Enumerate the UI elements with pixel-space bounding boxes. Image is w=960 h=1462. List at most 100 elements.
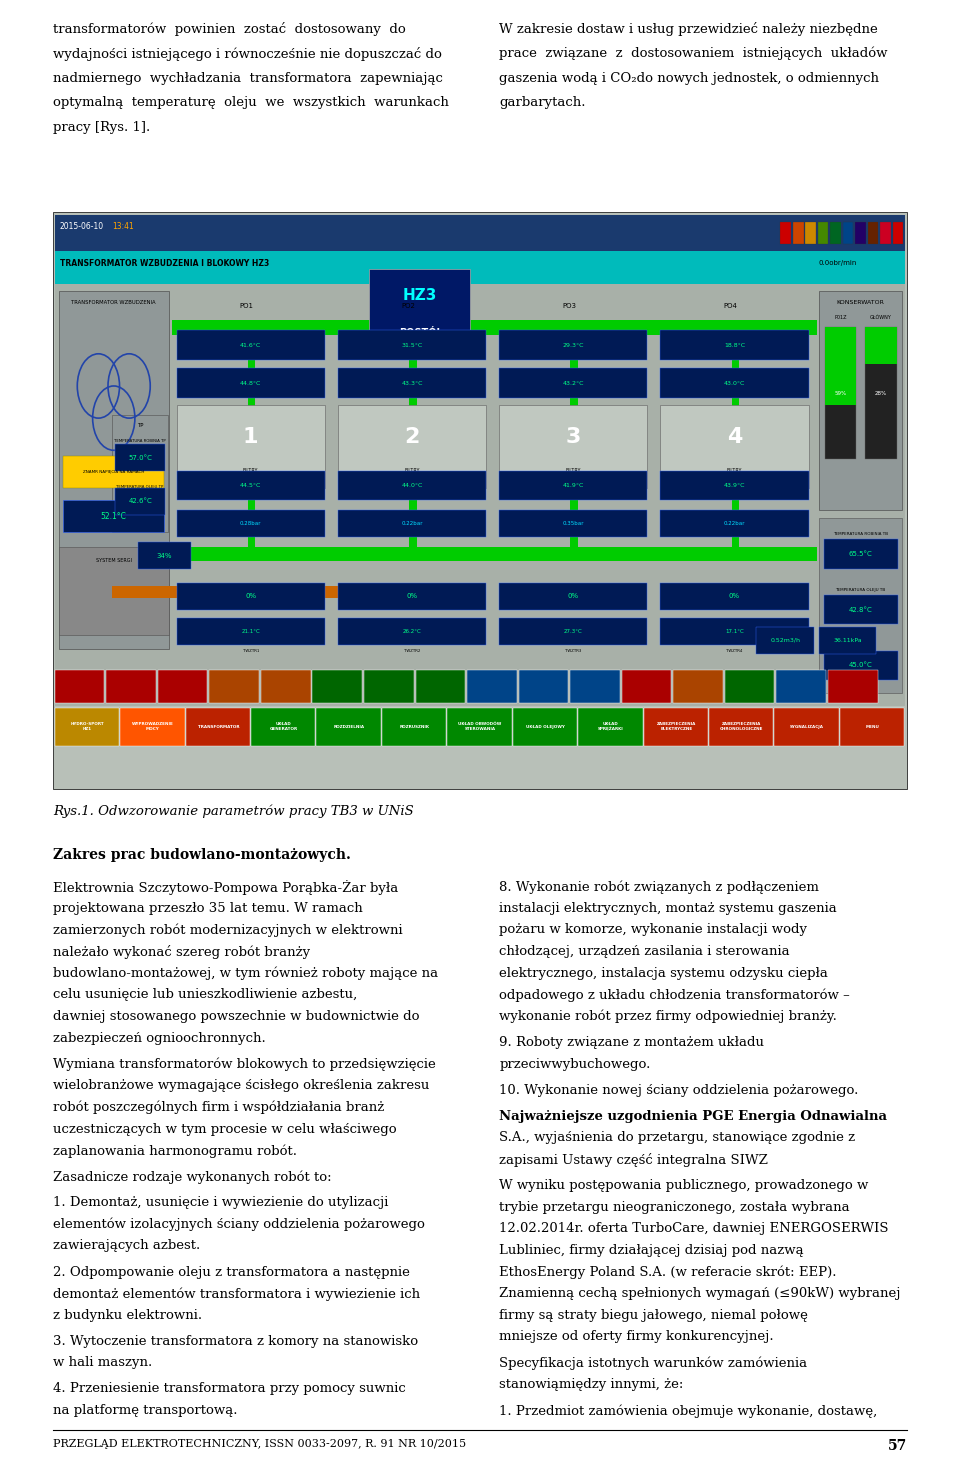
Text: 28%: 28% [875,390,887,396]
Text: TWZTR4: TWZTR4 [727,649,743,654]
Text: PO1: PO1 [240,303,253,308]
Text: Elektrownia Szczytowo-Pompowa Porąbka-Żar była: Elektrownia Szczytowo-Pompowa Porąbka-Ża… [53,880,398,895]
Bar [115,488,165,515]
Bar [107,670,156,703]
Bar [660,471,808,500]
Text: zawierających azbest.: zawierających azbest. [53,1240,200,1253]
Text: UKŁAD OLEJOWY: UKŁAD OLEJOWY [526,725,564,728]
Text: TP: TP [137,423,143,427]
Bar [499,618,647,645]
Text: KONSERWATOR: KONSERWATOR [837,300,884,304]
Bar [338,510,486,537]
Text: 8. Wykonanie robót związanych z podłączeniem: 8. Wykonanie robót związanych z podłącze… [499,880,819,893]
Text: wielobranżowe wymagające ścisłego określenia zakresu: wielobranżowe wymagające ścisłego określ… [53,1079,429,1092]
Text: Znamienną cechą spełnionych wymagań (≤90kW) wybranej: Znamienną cechą spełnionych wymagań (≤90… [499,1287,900,1300]
Text: 1. Demontaż, usunięcie i wywiezienie do utylizacji: 1. Demontaż, usunięcie i wywiezienie do … [53,1196,388,1209]
Bar [660,618,808,645]
Text: TEMPERATURA ROBINIA TB: TEMPERATURA ROBINIA TB [833,532,888,537]
Bar [317,708,381,746]
Bar [865,327,897,364]
Text: w hali maszyn.: w hali maszyn. [53,1357,152,1370]
Bar [55,670,105,703]
Bar [855,222,866,244]
Text: EthosEnergy Poland S.A. (w referacie skrót: EEP).: EthosEnergy Poland S.A. (w referacie skr… [499,1266,837,1279]
Bar [157,670,207,703]
Bar [805,222,816,244]
Text: prace  związane  z  dostosowaniem  istniejących  układów: prace związane z dostosowaniem istniejąc… [499,47,888,60]
Text: elementów izolacyjnych ściany oddzielenia pożarowego: elementów izolacyjnych ściany oddzieleni… [53,1218,424,1231]
Bar [177,405,324,488]
Text: projektowana przeszło 35 lat temu. W ramach: projektowana przeszło 35 lat temu. W ram… [53,902,363,915]
Text: na platformę transportową.: na platformę transportową. [53,1404,237,1417]
Text: 0.22bar: 0.22bar [401,520,422,526]
Text: z budynku elektrowni.: z budynku elektrowni. [53,1308,202,1322]
Text: FILTRY: FILTRY [243,468,258,474]
Bar [312,670,362,703]
Text: 3: 3 [565,427,581,447]
Text: FILTRY: FILTRY [404,468,420,474]
Text: FILTRY: FILTRY [565,468,581,474]
Text: 36.11kPa: 36.11kPa [833,637,862,643]
Text: P01Z: P01Z [834,316,847,320]
Text: HYDRO-SPORT
HZ1: HYDRO-SPORT HZ1 [71,722,105,731]
Text: W wyniku postępowania publicznego, prowadzonego w: W wyniku postępowania publicznego, prowa… [499,1178,869,1192]
Bar [55,284,905,706]
Text: 29.3°C: 29.3°C [563,342,584,348]
Bar [756,627,814,654]
Bar [518,670,568,703]
Text: 0%: 0% [406,594,418,599]
Bar [338,405,486,488]
Text: 41.9°C: 41.9°C [563,482,584,488]
Text: 12.02.2014r. oferta TurboCare, dawniej ENERGOSERWIS: 12.02.2014r. oferta TurboCare, dawniej E… [499,1222,889,1235]
Text: 2015-06-10: 2015-06-10 [60,222,104,231]
Text: 43.0°C: 43.0°C [724,380,745,386]
Text: Najważniejsze uzgodnienia PGE Energia Odnawialna: Najważniejsze uzgodnienia PGE Energia Od… [499,1110,887,1123]
Text: garbarytach.: garbarytach. [499,96,586,110]
Text: Zakres prac budowlano-montażowych.: Zakres prac budowlano-montażowych. [53,848,350,863]
Text: 1: 1 [243,427,258,447]
Text: PO2: PO2 [401,303,415,308]
Text: TEMPERATURA OLEJU TP: TEMPERATURA OLEJU TP [116,485,164,490]
Bar [499,471,647,500]
Text: 45.0°C: 45.0°C [849,662,873,668]
Text: 0.52m3/h: 0.52m3/h [770,637,801,643]
Text: 0%: 0% [729,594,740,599]
Text: pożaru w komorze, wykonanie instalacji wody: pożaru w komorze, wykonanie instalacji w… [499,924,807,936]
Bar [825,327,856,459]
Text: odpadowego z układu chłodzenia transformatorów –: odpadowego z układu chłodzenia transform… [499,988,850,1001]
Text: 43.3°C: 43.3°C [401,380,422,386]
Text: 0%: 0% [567,594,579,599]
Bar [824,539,898,569]
Text: 0.35bar: 0.35bar [563,520,584,526]
Text: TEMPERATURA ROBINIA TP: TEMPERATURA ROBINIA TP [114,439,166,443]
Text: 26.2°C: 26.2°C [402,629,421,635]
Text: GŁÓWNY: GŁÓWNY [870,316,892,320]
Text: ZNAMR NAPIĘCIA NA RAMACH: ZNAMR NAPIĘCIA NA RAMACH [84,471,144,474]
Text: firmy są straty biegu jałowego, niemal połowę: firmy są straty biegu jałowego, niemal p… [499,1308,808,1322]
Text: FILTRY: FILTRY [727,468,742,474]
Text: wydajności istniejącego i równocześnie nie dopuszczać do: wydajności istniejącego i równocześnie n… [53,47,442,61]
Bar [53,212,907,789]
Bar [622,670,671,703]
Text: gaszenia wodą i CO₂do nowych jednostek, o odmiennych: gaszenia wodą i CO₂do nowych jednostek, … [499,72,879,85]
Bar [570,327,578,554]
Bar [63,500,164,532]
Text: 44.5°C: 44.5°C [240,482,261,488]
Bar [447,708,512,746]
Text: ROZDZIELNIA: ROZDZIELNIA [333,725,365,728]
Text: SYSTEM SERGI: SYSTEM SERGI [96,558,132,563]
Text: 43.2°C: 43.2°C [563,380,584,386]
Text: SYGNALIZACJA: SYGNALIZACJA [790,725,824,728]
Bar [819,291,902,510]
Bar [660,368,808,398]
Bar [416,670,466,703]
Bar [830,222,841,244]
Bar [177,330,324,360]
Text: TWZTR2: TWZTR2 [404,649,420,654]
Bar [570,670,620,703]
Text: 4. Przeniesienie transformatora przy pomocy suwnic: 4. Przeniesienie transformatora przy pom… [53,1383,405,1395]
Text: Rys.1. Odwzorowanie parametrów pracy TB3 w UNiS: Rys.1. Odwzorowanie parametrów pracy TB3… [53,804,414,817]
Bar [843,222,853,244]
Text: 13:41: 13:41 [112,222,134,231]
Bar [499,330,647,360]
